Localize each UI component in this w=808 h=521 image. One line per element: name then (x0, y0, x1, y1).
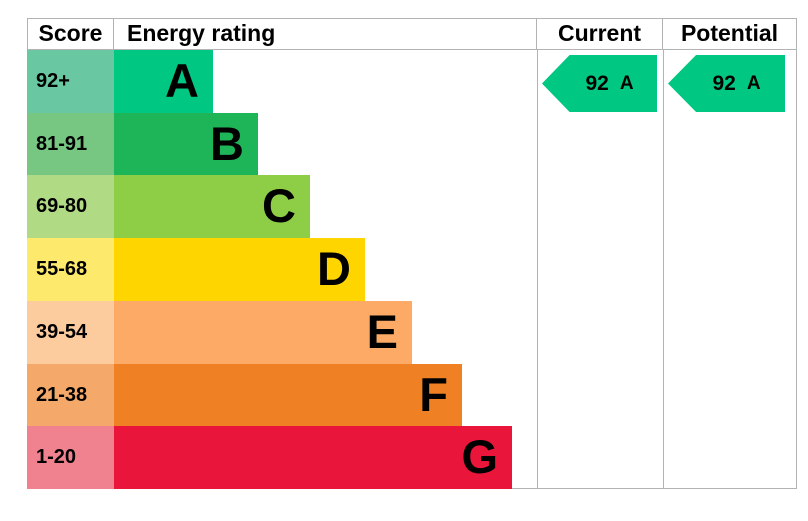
band-row-b: 81-91 B (27, 112, 797, 176)
score-range-d: 55-68 (27, 238, 114, 301)
potential-rating-letter: A (746, 72, 761, 94)
potential-column-header: Potential (663, 18, 797, 50)
current-rating-letter: A (619, 72, 634, 94)
band-bar-c: C (114, 175, 310, 239)
energy-rating-column-header: Energy rating (114, 18, 537, 50)
score-range-b: 81-91 (27, 112, 114, 176)
band-row-e: 39-54 E (27, 300, 797, 364)
band-bar-g: G (114, 426, 512, 489)
band-row-a: 92+ A (27, 50, 797, 113)
score-range-f: 21-38 (27, 363, 114, 427)
score-range-g: 1-20 (27, 426, 114, 489)
band-bar-a: A (114, 50, 213, 113)
band-bar-d: D (114, 238, 365, 301)
score-range-a: 92+ (27, 50, 114, 113)
current-column-left-border (537, 50, 538, 488)
band-row-g: 1-20 G (27, 426, 797, 489)
potential-column-right-border (796, 50, 797, 488)
band-bar-e: E (114, 300, 412, 364)
chart-body: 92+ A 81-91 B 69-80 C 55-68 D 39-54 E 21… (27, 50, 797, 489)
potential-rating-value: 92 (712, 71, 736, 95)
score-range-c: 69-80 (27, 175, 114, 239)
band-bar-f: F (114, 363, 462, 427)
potential-column-left-border (663, 50, 664, 488)
current-column-header: Current (537, 18, 663, 50)
band-row-f: 21-38 F (27, 363, 797, 427)
band-row-d: 55-68 D (27, 238, 797, 301)
current-rating-arrow: 92 A (542, 55, 657, 112)
chart-header-row: Score Energy rating Current Potential (27, 18, 797, 50)
band-bar-b: B (114, 112, 258, 176)
score-range-e: 39-54 (27, 300, 114, 364)
score-column-header: Score (27, 18, 114, 50)
epc-chart: Score Energy rating Current Potential 92… (27, 18, 797, 489)
potential-rating-arrow: 92 A (668, 55, 785, 112)
band-row-c: 69-80 C (27, 175, 797, 239)
current-rating-value: 92 (585, 71, 609, 95)
